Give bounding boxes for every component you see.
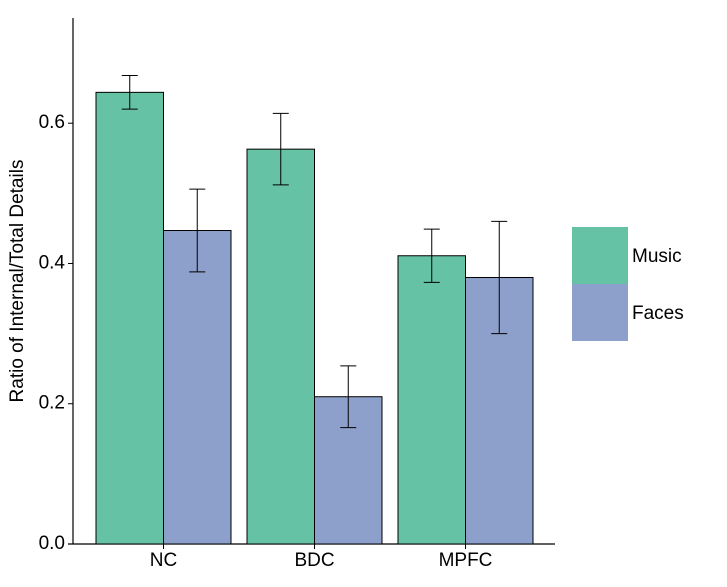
y-tick-label: 0.2	[39, 393, 65, 414]
y-tick-label: 0.0	[39, 533, 65, 554]
error-bar	[272, 112, 289, 186]
error-bar	[121, 75, 138, 110]
error-bar	[340, 365, 357, 429]
y-tick-label: 0.6	[39, 112, 65, 133]
legend-swatch	[572, 227, 628, 284]
y-axis-label: Ratio of Internal/Total Details	[7, 160, 28, 403]
y-tick-label: 0.4	[39, 252, 66, 273]
bar	[163, 230, 232, 545]
error-bar	[189, 188, 206, 273]
bar	[246, 148, 315, 545]
legend-label: Faces	[632, 303, 684, 324]
x-tick-label: NC	[150, 550, 177, 571]
legend-label: Music	[632, 246, 682, 267]
x-tick-label: MPFC	[439, 550, 493, 571]
error-bar	[491, 220, 508, 335]
bar	[397, 255, 466, 545]
error-bar	[423, 228, 440, 283]
legend-swatch	[572, 284, 628, 341]
x-tick-label: BDC	[294, 550, 334, 571]
bar	[95, 91, 164, 545]
